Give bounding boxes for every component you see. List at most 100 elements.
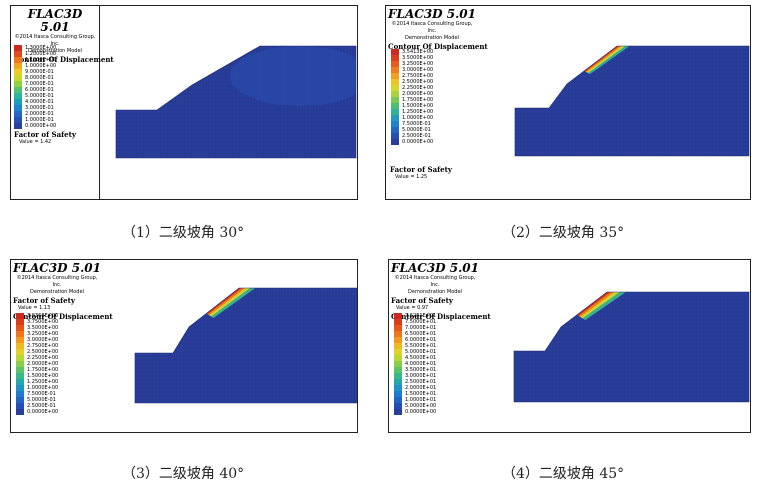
slip-zone	[206, 288, 242, 315]
color-swatch	[394, 313, 402, 319]
color-level-label: 5.5000E+01	[405, 343, 437, 349]
color-level-label: 3.8368E+00	[27, 313, 59, 319]
slope-model-plot	[513, 291, 750, 403]
color-level-label: 4.0000E-01	[25, 99, 54, 105]
color-level-label: 1.0000E+00	[25, 63, 57, 69]
color-level-label: 2.5000E+01	[405, 379, 437, 385]
slope-model-plot	[514, 45, 750, 157]
color-level-label: 2.0000E+00	[27, 361, 59, 367]
caption-3: （3）二级坡角 40°	[122, 466, 245, 482]
color-level-label: 2.5000E-01	[27, 403, 56, 409]
color-level-label: 1.2000E+00	[25, 51, 57, 57]
fos-title: Factor of Safety	[391, 296, 453, 305]
color-swatch	[391, 91, 399, 97]
color-swatch	[391, 109, 399, 115]
color-swatch	[391, 61, 399, 67]
color-swatch	[16, 379, 24, 385]
color-swatch	[14, 123, 22, 129]
slip-zone	[577, 292, 615, 317]
color-swatch	[14, 57, 22, 63]
contour-title: Contour Of Displacement	[391, 312, 491, 321]
legend-text-4: FLAC3D 5.01 ©2014 Itasca Consulting Grou…	[391, 261, 491, 322]
color-level-label: 6.0000E+01	[405, 337, 437, 343]
color-level-label: 5.0000E-01	[402, 127, 431, 133]
color-swatch	[394, 385, 402, 391]
color-level-label: 5.0000E-01	[27, 397, 56, 403]
color-level-label: 1.3000E+00	[25, 45, 57, 51]
copyright-text: ©2014 Itasca Consulting Group, Inc.	[14, 34, 96, 47]
color-swatch	[391, 73, 399, 79]
color-level-label: 7.0000E-01	[25, 81, 54, 87]
color-level-label: 8.0000E-01	[25, 75, 54, 81]
mesh-grid	[515, 46, 749, 156]
model-border	[134, 287, 357, 404]
color-level-label: 3.0000E-01	[25, 105, 54, 111]
color-swatch	[16, 361, 24, 367]
color-level-label: 0.0000E+00	[402, 139, 434, 145]
color-level-label: 1.0000E+00	[27, 385, 59, 391]
color-level-label: 1.2500E+00	[402, 109, 434, 115]
copyright-text: ©2014 Itasca Consulting Group, Inc.	[391, 21, 473, 34]
color-level-label: 7.5000E-01	[402, 121, 431, 127]
color-level-label: 2.0000E-01	[25, 111, 54, 117]
color-swatch	[16, 343, 24, 349]
color-swatch	[14, 99, 22, 105]
color-swatch	[16, 403, 24, 409]
color-level-label: 1.5000E+00	[27, 373, 59, 379]
color-swatch	[394, 367, 402, 373]
caption-4: （4）二级坡角 45°	[502, 466, 625, 482]
color-level-label: 3.0000E+01	[405, 373, 437, 379]
color-swatch	[14, 105, 22, 111]
color-swatch	[391, 85, 399, 91]
color-swatch	[391, 103, 399, 109]
color-level-label: 1.1000E+00	[25, 57, 57, 63]
soil-body	[514, 292, 749, 402]
color-level-label: 7.6281E+01	[405, 313, 437, 319]
color-level-label: 4.0000E+01	[405, 361, 437, 367]
contour-title: Contour Of Displacement	[13, 312, 113, 321]
slip-zone	[206, 288, 246, 316]
model-panel-2: FLAC3D 5.01 ©2014 Itasca Consulting Grou…	[385, 5, 751, 200]
color-swatch	[14, 87, 22, 93]
color-level-label: 2.0000E+01	[405, 385, 437, 391]
fos-value: Value = 0.97	[396, 305, 429, 311]
color-level-label: 7.0000E+01	[405, 325, 437, 331]
color-swatch	[391, 49, 399, 55]
color-swatch	[394, 373, 402, 379]
color-swatch	[394, 409, 402, 415]
model-border	[513, 291, 750, 403]
color-level-label: 0.0000E+00	[25, 123, 57, 129]
fos-title: Factor of Safety	[13, 296, 75, 305]
color-swatch	[394, 343, 402, 349]
legend-text-2: FLAC3D 5.01 ©2014 Itasca Consulting Grou…	[388, 8, 488, 52]
color-level-label: 3.2500E+00	[27, 331, 59, 337]
color-level-label: 5.0000E+00	[405, 403, 437, 409]
fos-title: Factor of Safety	[14, 130, 76, 139]
color-swatch	[16, 373, 24, 379]
color-level-label: 2.2500E+00	[27, 355, 59, 361]
color-level-label: 5.0000E-01	[25, 93, 54, 99]
color-swatch	[14, 93, 22, 99]
software-title: FLAC3D 5.01	[13, 261, 101, 275]
color-level-label: 1.0000E-01	[25, 117, 54, 123]
color-level-label: 2.2500E+00	[402, 85, 434, 91]
color-level-label: 3.7500E+00	[27, 319, 59, 325]
color-swatch	[16, 391, 24, 397]
color-level-label: 1.5000E+00	[402, 103, 434, 109]
color-level-label: 0.0000E+00	[405, 409, 437, 415]
color-swatch	[16, 367, 24, 373]
color-level-label: 2.7500E+00	[27, 343, 59, 349]
copyright-text: ©2014 Itasca Consulting Group, Inc.	[394, 275, 476, 288]
color-swatch	[14, 117, 22, 123]
color-swatch	[14, 81, 22, 87]
slip-zone	[206, 288, 250, 317]
model-panel-1: FLAC3D 5.01 ©2014 Itasca Consulting Grou…	[10, 5, 358, 200]
color-level-label: 3.5000E+00	[402, 55, 434, 61]
color-swatch	[394, 391, 402, 397]
color-level-label: 6.5000E+01	[405, 331, 437, 337]
color-level-label: 1.7500E+00	[27, 367, 59, 373]
caption-1: （1）二级坡角 30°	[122, 225, 245, 241]
color-swatch	[391, 121, 399, 127]
software-title: FLAC3D 5.01	[391, 261, 479, 275]
color-level-label: 3.5413E+00	[402, 49, 434, 55]
